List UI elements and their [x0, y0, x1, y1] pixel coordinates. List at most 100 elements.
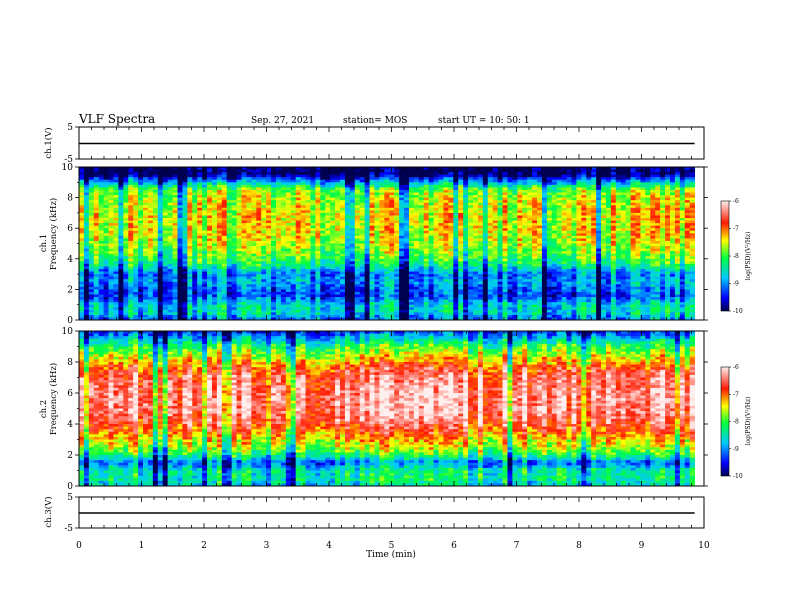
spectrogram-cell: [202, 302, 208, 306]
spectrogram-cell: [295, 179, 302, 183]
spectrogram-cell: [113, 210, 119, 214]
spectrogram-cell: [167, 210, 173, 214]
spectrogram-cell: [177, 215, 183, 219]
spectrogram-cell: [408, 253, 415, 257]
spectrogram-cell: [246, 299, 252, 303]
spectrogram-cell: [315, 205, 321, 209]
spectrogram-cell: [448, 210, 454, 214]
spectrogram-cell: [453, 256, 459, 260]
spectrogram-cell: [118, 184, 124, 188]
spectrogram-cell: [443, 195, 449, 198]
spectrogram-cell: [88, 210, 95, 214]
spectrogram-cell: [433, 279, 439, 283]
spectrogram-cell: [320, 215, 326, 219]
spectrogram-cell: [271, 297, 277, 300]
spectrogram-cell: [157, 210, 164, 214]
spectrogram-cell: [88, 263, 95, 267]
spectrogram-cell: [374, 294, 380, 298]
spectrogram-cell: [207, 304, 213, 308]
spectrogram-cell: [133, 172, 139, 176]
spectrogram-cell: [138, 174, 144, 178]
spectrogram-cell: [438, 271, 444, 275]
spectrogram-cell: [413, 256, 420, 260]
spectrogram-cell: [379, 246, 385, 249]
spectrogram-cell: [413, 228, 420, 232]
spectrogram-cell: [231, 197, 237, 201]
spectrogram-cell: [251, 184, 257, 188]
spectrogram-cell: [261, 202, 267, 206]
spectrogram-cell: [197, 220, 203, 224]
spectrogram-cell: [182, 225, 188, 229]
spectrogram-cell: [147, 258, 154, 262]
spectrogram-cell: [182, 228, 188, 232]
spectrogram-cell: [261, 246, 267, 249]
spectrogram-cell: [443, 286, 449, 290]
spectrogram-cell: [147, 202, 154, 206]
spectrogram-cell: [241, 223, 247, 227]
spectrogram-cell: [285, 235, 292, 239]
spectrogram-cell: [251, 312, 257, 316]
spectrogram-cell: [310, 263, 316, 267]
spectrogram-cell: [261, 274, 267, 278]
spectrogram-cell: [197, 312, 203, 316]
spectrogram-cell: [305, 269, 311, 272]
spectrogram-cell: [330, 192, 336, 196]
spectrogram-cell: [448, 286, 454, 290]
spectrogram-cell: [143, 210, 149, 214]
spectrogram-cell: [138, 177, 144, 181]
spectrogram-cell: [433, 218, 439, 221]
spectrogram-cell: [152, 215, 159, 219]
spectrogram-cell: [300, 294, 306, 298]
spectrogram-cell: [364, 207, 370, 211]
spectrogram-cell: [364, 223, 370, 227]
spectrogram-cell: [285, 210, 292, 214]
spectrogram-cell: [266, 202, 272, 206]
spectrogram-cell: [187, 271, 193, 275]
spectrogram-cell: [340, 289, 346, 293]
spectrogram-cell: [113, 220, 119, 224]
spectrogram-cell: [448, 269, 454, 272]
spectrogram-cell: [389, 302, 395, 306]
spectrogram-cell: [103, 299, 109, 303]
spectrogram-cell: [133, 253, 139, 257]
spectrogram-cell: [404, 207, 410, 211]
spectrogram-cell: [152, 276, 159, 280]
spectrogram-cell: [280, 233, 287, 237]
spectrogram-cell: [374, 212, 380, 216]
spectrogram-cell: [364, 271, 370, 275]
spectrogram-cell: [266, 248, 272, 252]
spectrogram-cell: [216, 266, 223, 270]
spectrogram-cell: [473, 212, 479, 216]
spectrogram-cell: [359, 258, 366, 262]
spectrogram-cell: [197, 238, 203, 242]
spectrogram-cell: [79, 235, 85, 239]
spectrogram-cell: [463, 309, 469, 313]
spectrogram-cell: [211, 223, 218, 227]
spectrogram-cell: [379, 269, 385, 272]
spectrogram-cell: [261, 218, 267, 221]
spectrogram-cell: [152, 192, 159, 196]
spectrogram-cell: [98, 281, 105, 285]
spectrogram-cell: [123, 215, 129, 219]
spectrogram-cell: [226, 312, 233, 316]
spectrogram-cell: [241, 177, 247, 181]
spectrogram-cell: [118, 200, 124, 204]
spectrogram-cell: [221, 220, 228, 224]
spectrogram-cell: [443, 192, 449, 196]
spectrogram-cell: [364, 256, 370, 260]
spectrogram-cell: [261, 261, 267, 265]
spectrogram-cell: [458, 240, 464, 244]
spectrogram-cell: [310, 302, 316, 306]
spectrogram-cell: [88, 266, 95, 270]
spectrogram-cell: [477, 177, 484, 181]
spectrogram-cell: [482, 195, 489, 198]
spectrogram-cell: [468, 197, 474, 201]
spectrogram-cell: [290, 281, 297, 285]
spectrogram-cell: [349, 243, 356, 247]
spectrogram-cell: [266, 218, 272, 221]
spectrogram-cell: [256, 212, 262, 216]
spectrogram-cell: [330, 291, 336, 295]
spectrogram-cell: [408, 197, 415, 201]
spectrogram-cell: [290, 246, 297, 249]
spectrogram-cell: [394, 233, 400, 237]
